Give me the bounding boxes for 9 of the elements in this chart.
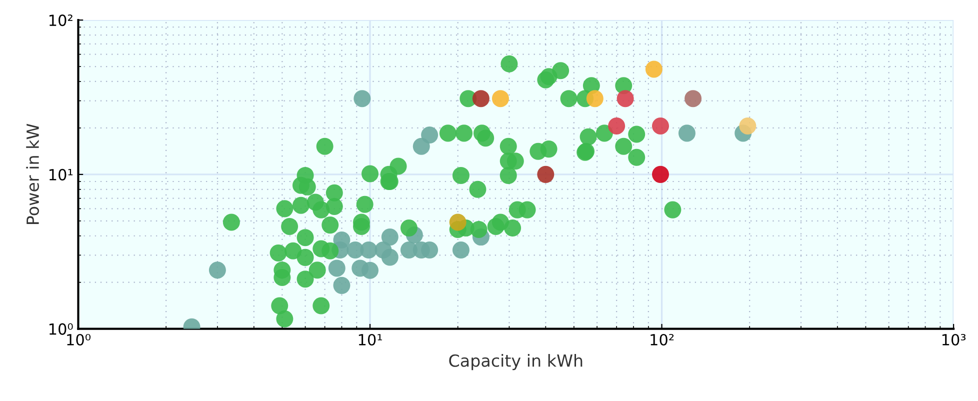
y-tick-label: 10² xyxy=(49,14,72,26)
y-axis-title: Power in kW xyxy=(26,124,40,224)
x-tick-label: 10² xyxy=(650,334,674,346)
x-tick-label: 10³ xyxy=(942,334,966,346)
x-tick-label: 10⁰ xyxy=(67,334,90,346)
y-tick-label: 10⁰ xyxy=(49,323,73,335)
x-tick-label: 10¹ xyxy=(358,334,382,346)
x-axis-title: Capacity in kWh xyxy=(449,354,582,370)
y-tick-label: 10¹ xyxy=(49,168,73,180)
